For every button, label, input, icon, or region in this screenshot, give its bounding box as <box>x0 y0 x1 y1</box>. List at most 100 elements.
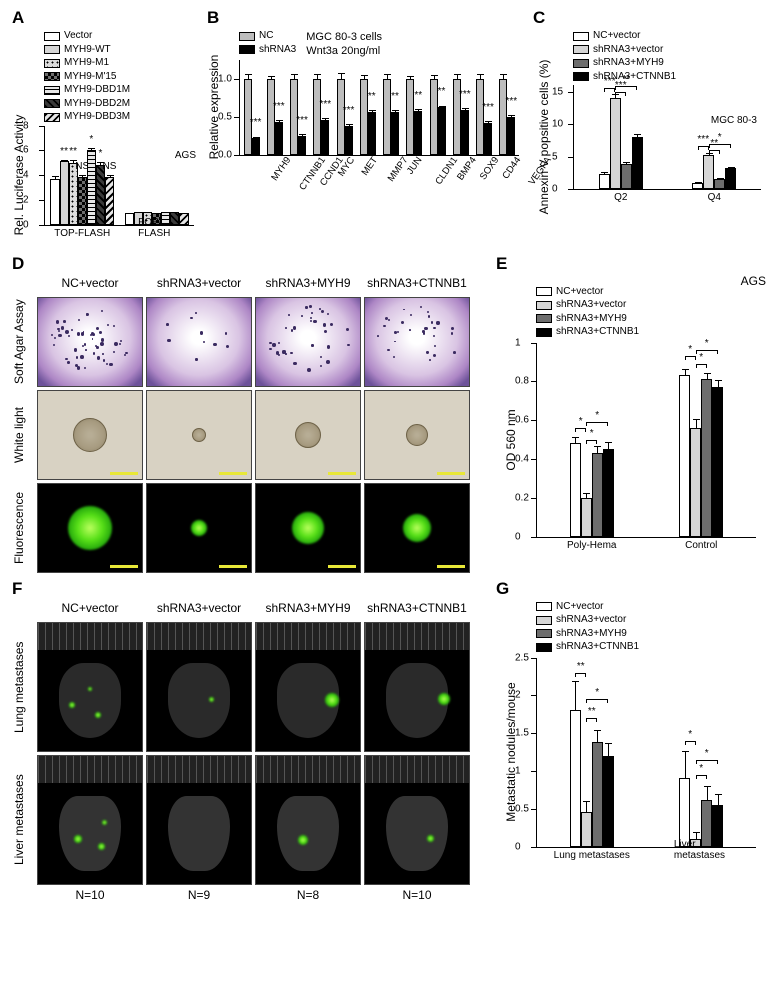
row-de: D NC+vectorshRNA3+vectorshRNA3+MYH9shRNA… <box>8 254 773 573</box>
label-d: D <box>12 254 488 274</box>
legend-label: shRNA3+vector <box>556 614 626 627</box>
legend-label: shRNA3+CTNNB1 <box>556 641 639 654</box>
bar <box>632 137 643 189</box>
col-header: shRNA3+MYH9 <box>255 601 361 619</box>
image-cell <box>255 755 361 885</box>
bar <box>592 742 603 846</box>
legend-label: shRNA3+MYH9 <box>556 628 627 641</box>
legend-label: NC <box>259 30 273 43</box>
row-fg: F NC+vectorshRNA3+vectorshRNA3+MYH9shRNA… <box>8 579 773 904</box>
legend-label: NC+vector <box>556 286 604 299</box>
panel-d: D NC+vectorshRNA3+vectorshRNA3+MYH9shRNA… <box>8 254 492 573</box>
bar <box>581 812 592 846</box>
legend-label: NC+vector <box>593 30 641 43</box>
bar <box>570 710 581 846</box>
bar <box>603 449 614 536</box>
label-b: B <box>207 8 525 28</box>
panel-g: G NC+vectorshRNA3+vectorshRNA3+MYH9shRNA… <box>492 579 772 868</box>
bar <box>60 161 69 224</box>
row-header: Liver metastases <box>12 755 34 885</box>
bar <box>701 379 712 536</box>
panel-a-inset: AGS <box>175 150 196 161</box>
panel-b-legend: NCshRNA3 <box>239 30 296 57</box>
panel-c-legend: NC+vectorshRNA3+vectorshRNA3+MYH9shRNA3+… <box>573 30 773 83</box>
bar <box>712 387 723 536</box>
col-header: NC+vector <box>37 601 143 619</box>
image-cell <box>364 483 470 573</box>
n-label: N=9 <box>146 888 252 904</box>
legend-label: MYH9-DBD3M <box>64 111 130 124</box>
row-header: White light <box>12 390 34 480</box>
panel-c: C NC+vectorshRNA3+vectorshRNA3+MYH9shRNA… <box>529 8 773 210</box>
col-header: shRNA3+MYH9 <box>255 276 361 294</box>
legend-label: NC+vector <box>556 601 604 614</box>
legend-label: MYH9-M1 <box>64 57 109 70</box>
panel-f-grid: NC+vectorshRNA3+vectorshRNA3+MYH9shRNA3+… <box>12 601 492 904</box>
bar <box>599 174 610 189</box>
bar <box>179 213 188 225</box>
legend-label: shRNA3+CTNNB1 <box>556 326 639 339</box>
n-label: N=10 <box>37 888 143 904</box>
legend-label: shRNA3+MYH9 <box>593 57 664 70</box>
bar <box>679 778 690 846</box>
bar <box>621 164 632 189</box>
image-cell <box>255 622 361 752</box>
panel-b-title2: Wnt3a 20ng/ml <box>306 44 382 58</box>
image-cell <box>146 622 252 752</box>
n-label: N=8 <box>255 888 361 904</box>
legend-label: shRNA3+vector <box>556 299 626 312</box>
bar <box>703 155 714 189</box>
bar <box>69 163 78 225</box>
panel-e: E AGS NC+vectorshRNA3+vectorshRNA3+MYH9s… <box>492 254 772 558</box>
panel-a-legend: VectorMYH9-WTMYH9-M1MYH9-M'15MYH9-DBD1MM… <box>44 30 203 124</box>
label-c: C <box>533 8 769 28</box>
image-cell <box>146 297 252 387</box>
panel-a-chart: Rel. Luciferase Activity AGS 02468****NS… <box>44 126 194 226</box>
legend-label: MYH9-M'15 <box>64 71 116 84</box>
panel-g-chart: Metastatic nodules/mouse 00.511.522.5Lun… <box>536 658 756 848</box>
row-header: Fluorescence <box>12 483 34 573</box>
panel-c-inset: MGC 80-3 <box>711 115 757 126</box>
bar <box>690 428 701 537</box>
image-cell <box>146 390 252 480</box>
panel-e-chart: OD 560 nm 00.20.40.60.81Poly-Hema***Cont… <box>536 343 756 538</box>
panel-c-ylabel: Annexin V popsitive cells (%) <box>537 60 551 215</box>
panel-b: B NCshRNA3 MGC 80-3 cells Wnt3a 20ng/ml … <box>203 8 529 208</box>
label-f: F <box>12 579 488 599</box>
bar <box>592 453 603 536</box>
legend-label: Vector <box>64 30 92 43</box>
legend-label: shRNA3+vector <box>593 44 663 57</box>
panel-g-legend: NC+vectorshRNA3+vectorshRNA3+MYH9shRNA3+… <box>536 601 772 654</box>
bar <box>87 150 96 224</box>
n-label: N=10 <box>364 888 470 904</box>
panel-c-chart: Annexin V popsitive cells (%) MGC 80-3 0… <box>573 85 761 190</box>
row-abc: A VectorMYH9-WTMYH9-M1MYH9-M'15MYH9-DBD1… <box>8 8 773 250</box>
legend-label: MYH9-WT <box>64 44 111 57</box>
row-header: Soft Agar Assay <box>12 297 34 387</box>
panel-b-chart: Relative expression 0.00.51.0MYH9***CTNN… <box>239 60 519 156</box>
image-cell <box>364 755 470 885</box>
bar <box>725 168 736 189</box>
bar <box>96 165 105 224</box>
legend-label: shRNA3 <box>259 44 296 57</box>
col-header: shRNA3+vector <box>146 276 252 294</box>
image-cell <box>364 390 470 480</box>
image-cell <box>255 390 361 480</box>
panel-d-grid: NC+vectorshRNA3+vectorshRNA3+MYH9shRNA3+… <box>12 276 492 573</box>
panel-g-ylabel: Metastatic nodules/mouse <box>504 682 518 821</box>
bar <box>570 443 581 536</box>
image-cell <box>146 483 252 573</box>
legend-label: shRNA3+MYH9 <box>556 313 627 326</box>
legend-label: MYH9-DBD2M <box>64 98 130 111</box>
bar <box>714 179 725 189</box>
image-cell <box>37 297 143 387</box>
bar <box>50 179 59 225</box>
col-header: shRNA3+CTNNB1 <box>364 276 470 294</box>
bar <box>603 756 614 847</box>
label-a: A <box>12 8 199 28</box>
col-header: shRNA3+vector <box>146 601 252 619</box>
image-cell <box>364 622 470 752</box>
row-header: Lung metastases <box>12 622 34 752</box>
legend-label: MYH9-DBD1M <box>64 84 130 97</box>
image-cell <box>255 297 361 387</box>
